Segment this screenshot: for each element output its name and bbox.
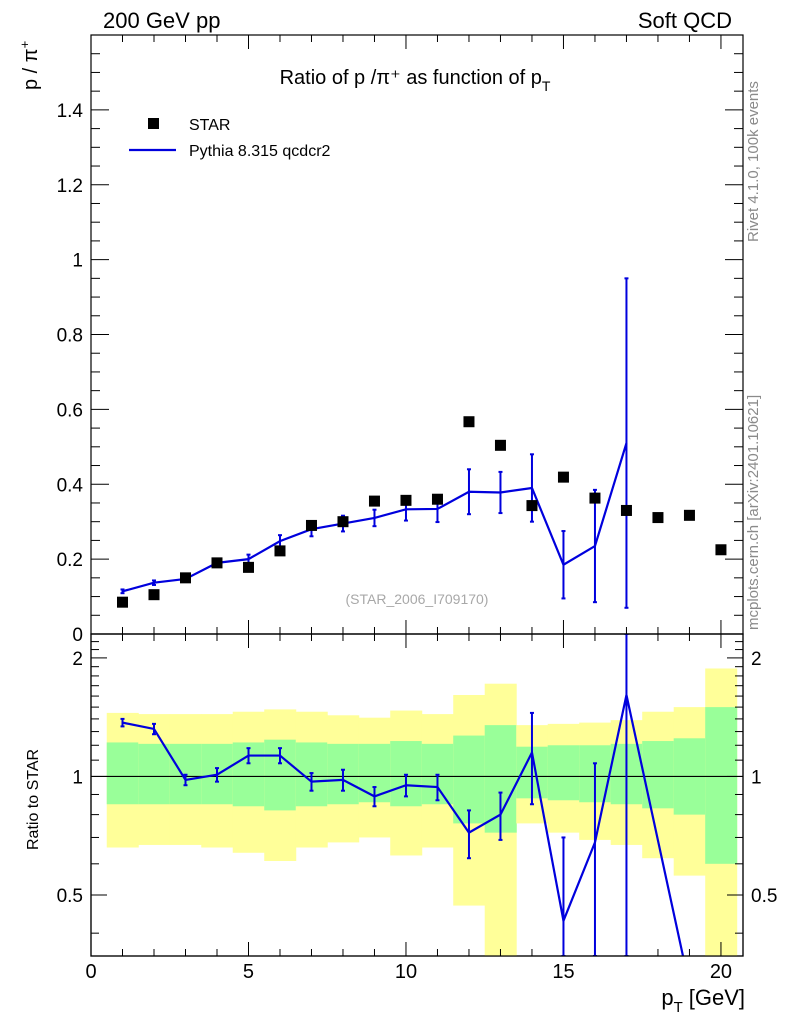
legend-star-label: STAR (189, 117, 230, 134)
analysis-tag: (STAR_2006_I709170) (346, 591, 489, 607)
header-left: 200 GeV pp (103, 8, 221, 33)
star-point-5 (242, 561, 254, 573)
ratio-pythia-clipped (120, 634, 685, 956)
ratio-panel: 0 5 10 15 20 0.5 0.5 1 1 2 2 Ratio to STAR pT [GeV… (25, 633, 777, 1016)
x-tick-label-5: 5 (243, 961, 254, 983)
x-axis-label: pT [GeV] (661, 985, 745, 1016)
x-tick-label-15: 15 (552, 961, 574, 983)
star-point-11 (431, 493, 443, 505)
ratio-y-axis-label: Ratio to STAR (25, 749, 42, 850)
ratio-y-tick-label-right-0.5: 0.5 (751, 886, 777, 907)
star-point-14 (526, 500, 538, 512)
ratio-pythia-series (120, 634, 685, 956)
star-series (116, 416, 727, 608)
ratio-uncertainty-bands (106, 668, 738, 956)
legend-pythia-label: Pythia 8.315 qcdcr2 (189, 143, 331, 160)
y-tick-label-0.8: 0.8 (57, 326, 83, 347)
star-point-15 (557, 471, 569, 483)
main-y-ticks: 0 0.2 0.4 0.6 0.8 1 1.2 1.4 (57, 34, 743, 646)
band-inner-15 (547, 745, 580, 801)
y-tick-label-0.4: 0.4 (57, 475, 84, 496)
ratio-y-tick-label-right-1: 1 (751, 767, 762, 788)
main-y-axis-label: p / π+ (17, 41, 42, 90)
ratio-y-tick-label-0.5: 0.5 (57, 886, 83, 907)
star-point-3 (179, 572, 191, 584)
legend-star-marker (148, 118, 159, 129)
mcplots-label: mcplots.cern.ch [arXiv:2401.10621] (745, 394, 762, 630)
band-inner-2 (138, 743, 171, 805)
ratio-panel-frame-top (90, 633, 744, 957)
star-point-6 (274, 545, 286, 557)
ratio-x-ticks: 0 5 10 15 20 (85, 634, 732, 983)
main-x-ticks (90, 35, 722, 634)
star-point-19 (683, 509, 695, 521)
ratio-y-tick-label-right-2: 2 (751, 649, 762, 670)
star-point-1 (116, 596, 128, 608)
star-point-8 (337, 516, 349, 528)
star-point-17 (620, 504, 632, 516)
main-panel: 0 0.2 0.4 0.6 0.8 1 1.2 1.4 Ratio of p /π⁺ as f… (17, 34, 744, 646)
y-tick-label-1.2: 1.2 (57, 176, 83, 197)
y-tick-label-0.2: 0.2 (57, 550, 83, 571)
x-tick-label-10: 10 (395, 961, 417, 983)
pythia-series (120, 277, 629, 609)
ratio-y-tick-label-1: 1 (72, 767, 83, 788)
band-inner-20 (705, 707, 738, 864)
star-point-9 (368, 495, 380, 507)
star-point-16 (589, 492, 601, 504)
rivet-label: Rivet 4.1.0, 100k events (745, 81, 762, 242)
star-point-12 (463, 416, 475, 428)
ratio-pythia-line (122, 694, 685, 956)
star-point-13 (494, 439, 506, 451)
y-tick-label-0: 0 (72, 625, 83, 646)
x-tick-label-0: 0 (85, 961, 96, 983)
star-point-18 (652, 512, 664, 524)
y-tick-label-0.6: 0.6 (57, 400, 83, 421)
x-tick-label-20: 20 (710, 961, 732, 983)
band-inner-18 (642, 741, 675, 809)
star-point-2 (148, 589, 160, 601)
ratio-y-ticks: 0.5 0.5 1 1 2 2 (57, 641, 777, 934)
chart-title: Ratio of p /π⁺ as function of pT (280, 67, 551, 94)
band-inner-12 (453, 735, 486, 824)
star-point-7 (305, 519, 317, 531)
star-point-10 (400, 494, 412, 506)
star-point-4 (211, 557, 223, 569)
star-point-20 (715, 544, 727, 556)
ratio-y-tick-label-2: 2 (72, 649, 83, 670)
band-inner-1 (106, 742, 139, 805)
y-tick-label-1: 1 (72, 251, 83, 272)
header-right: Soft QCD (637, 8, 732, 33)
y-tick-label-1.4: 1.4 (57, 101, 84, 122)
